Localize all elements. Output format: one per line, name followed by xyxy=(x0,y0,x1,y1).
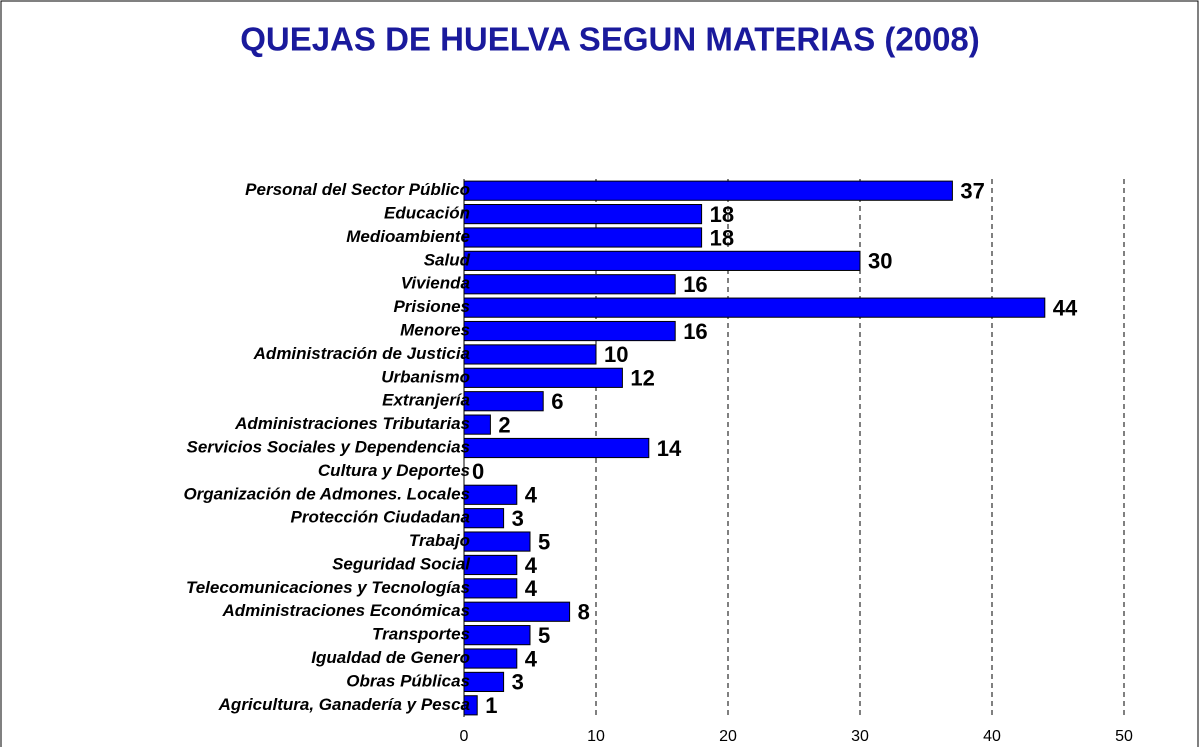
category-label: Educación xyxy=(384,204,470,223)
bar xyxy=(463,484,518,505)
category-label: Vivienda xyxy=(401,274,470,293)
category-label: Cultura y Deportes xyxy=(318,461,470,480)
bar xyxy=(463,625,531,646)
category-label: Transportes xyxy=(372,625,470,644)
bar xyxy=(463,250,861,271)
x-tick-label: 40 xyxy=(983,728,1001,745)
value-label: 4 xyxy=(525,646,538,671)
value-label: 44 xyxy=(1053,295,1078,320)
category-label: Administración de Justicia xyxy=(253,344,470,363)
category-label: Servicios Sociales y Dependencias xyxy=(187,437,470,456)
value-label: 16 xyxy=(683,319,707,344)
bar xyxy=(463,227,703,248)
category-label: Obras Públicas xyxy=(346,671,470,690)
bar xyxy=(463,203,703,225)
category-label: Extranjería xyxy=(382,391,470,410)
x-tick-label: 30 xyxy=(851,728,869,745)
x-tick-label: 20 xyxy=(719,728,737,745)
category-label: Administraciones Tributarias xyxy=(234,414,470,433)
bar xyxy=(463,180,953,201)
bar xyxy=(463,367,623,388)
value-label: 0 xyxy=(472,459,484,484)
category-label: Trabajo xyxy=(409,531,470,550)
bar xyxy=(463,601,571,622)
value-label: 37 xyxy=(960,179,984,204)
category-label: Menores xyxy=(400,321,470,340)
category-label: Salud xyxy=(424,250,471,269)
bar xyxy=(463,414,491,435)
value-label: 6 xyxy=(551,389,563,414)
bar xyxy=(463,391,544,412)
x-tick-label: 10 xyxy=(587,728,605,745)
category-label: Prisiones xyxy=(393,297,470,316)
category-label: Protección Ciudadana xyxy=(291,508,470,527)
value-label: 18 xyxy=(710,225,734,250)
value-label: 16 xyxy=(683,272,707,297)
bar xyxy=(463,554,518,576)
bar xyxy=(463,274,676,295)
bar xyxy=(463,671,505,693)
value-label: 4 xyxy=(525,483,538,508)
value-label: 4 xyxy=(525,553,538,578)
x-tick-label: 0 xyxy=(460,728,469,745)
category-label: Igualdad de Genero xyxy=(311,648,470,667)
value-label: 12 xyxy=(630,366,654,391)
bar xyxy=(463,648,518,669)
category-label: Administraciones Económicas xyxy=(221,601,470,620)
value-label: 5 xyxy=(538,529,550,554)
value-label: 5 xyxy=(538,623,550,648)
bar xyxy=(463,297,1046,318)
value-label: 14 xyxy=(657,436,682,461)
bar xyxy=(463,344,597,365)
bar xyxy=(463,578,518,599)
value-label: 10 xyxy=(604,342,628,367)
value-label: 3 xyxy=(512,506,524,531)
category-label: Seguridad Social xyxy=(332,554,471,573)
value-label: 30 xyxy=(868,249,892,274)
bar xyxy=(463,531,531,552)
value-label: 2 xyxy=(498,412,510,437)
bar xyxy=(463,320,676,342)
value-label: 18 xyxy=(710,202,734,227)
bar xyxy=(463,437,650,459)
value-label: 1 xyxy=(485,693,497,718)
value-label: 8 xyxy=(578,600,590,625)
x-tick-label: 50 xyxy=(1115,728,1133,745)
chart-title: QUEJAS DE HUELVA SEGUN MATERIAS (2008) xyxy=(240,21,980,58)
category-label: Medioambiente xyxy=(346,227,470,246)
value-label: 4 xyxy=(525,576,538,601)
category-label: Urbanismo xyxy=(381,367,470,386)
bar xyxy=(463,508,505,529)
bar xyxy=(463,695,478,716)
category-label: Organización de Admones. Locales xyxy=(183,484,470,503)
value-label: 3 xyxy=(512,670,524,695)
category-label: Personal del Sector Público xyxy=(245,180,470,199)
category-label: Telecomunicaciones y Tecnologías xyxy=(186,578,470,597)
category-label: Agricultura, Ganadería y Pesca xyxy=(218,695,470,714)
